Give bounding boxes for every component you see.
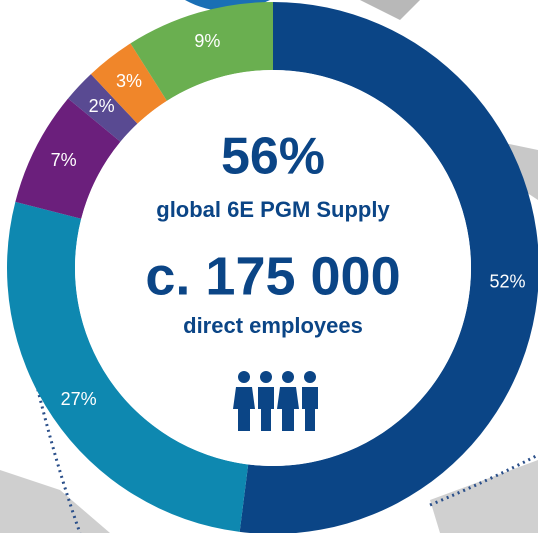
bg-shape — [185, 0, 270, 11]
center-value: c. 175 000 — [145, 246, 400, 306]
people-icon — [233, 371, 318, 431]
center-caption: global 6E PGM Supply — [156, 197, 390, 222]
value-label: 9% — [194, 31, 220, 51]
bg-shape — [430, 460, 538, 533]
bg-shape — [0, 470, 110, 533]
value-label: 3% — [116, 71, 142, 91]
center-caption: direct employees — [183, 313, 363, 338]
bg-dots — [429, 453, 538, 507]
donut-segment — [68, 74, 138, 142]
donut-segment — [15, 98, 121, 219]
donut-segment — [7, 201, 249, 532]
bg-dots — [8, 259, 82, 533]
value-label: 52% — [490, 272, 526, 292]
bg-shape — [360, 0, 420, 20]
donut-segment — [90, 43, 167, 124]
ring — [7, 2, 538, 533]
value-label: 27% — [61, 389, 97, 409]
donut-segment — [239, 2, 538, 533]
donut-hole — [75, 70, 471, 466]
value-label: 2% — [89, 96, 115, 116]
value-label: 7% — [51, 150, 77, 170]
center-value: 56% — [221, 128, 325, 186]
donut-segment — [130, 2, 273, 101]
